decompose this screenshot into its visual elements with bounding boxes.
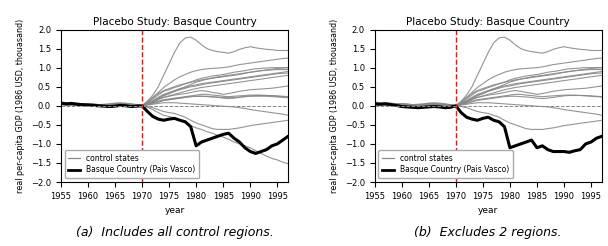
X-axis label: year: year xyxy=(164,206,185,215)
Legend: control states, Basque Country (Pais Vasco): control states, Basque Country (Pais Vas… xyxy=(64,150,199,178)
Text: (a)  Includes all control regions.: (a) Includes all control regions. xyxy=(75,226,274,239)
Title: Placebo Study: Basque Country: Placebo Study: Basque Country xyxy=(92,17,257,27)
Y-axis label: real per-capita GDP (1986 USD, thouasand): real per-capita GDP (1986 USD, thouasand… xyxy=(330,19,339,193)
Title: Placebo Study: Basque Country: Placebo Study: Basque Country xyxy=(406,17,570,27)
Text: (b)  Excludes 2 regions.: (b) Excludes 2 regions. xyxy=(415,226,562,239)
Legend: control states, Basque Country (Pais Vasco): control states, Basque Country (Pais Vas… xyxy=(378,150,513,178)
X-axis label: year: year xyxy=(478,206,499,215)
Y-axis label: real per-capita GDP (1986 USD, thouasand): real per-capita GDP (1986 USD, thouasand… xyxy=(16,19,26,193)
